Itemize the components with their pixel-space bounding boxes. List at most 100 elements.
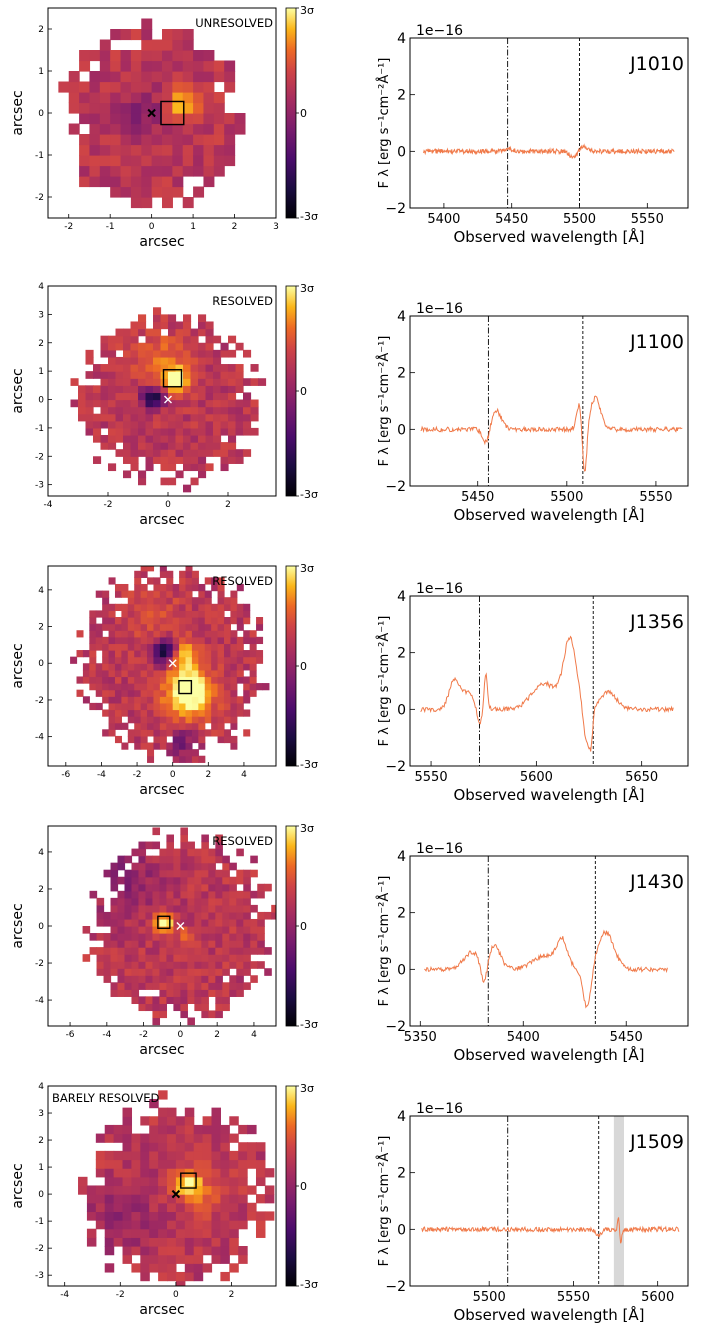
map-pixel [175, 342, 184, 351]
map-pixel [93, 371, 102, 379]
map-pixel [130, 342, 139, 351]
map-pixel [149, 1237, 159, 1247]
map-pixel [138, 848, 147, 857]
map-pixel [138, 413, 147, 422]
map-pixel [201, 989, 209, 997]
map-pixel [117, 982, 126, 990]
map-pixel [229, 1228, 239, 1238]
map-pixel [201, 848, 209, 857]
map-pixel [215, 876, 223, 885]
map-pixel [204, 623, 212, 631]
map-pixel [235, 406, 244, 415]
map-pixel [211, 617, 219, 625]
map-pixel [78, 413, 87, 422]
map-pixel [179, 709, 187, 717]
map-pixel [152, 883, 161, 892]
map-pixel [243, 650, 251, 658]
map-pixel [224, 144, 236, 156]
map-pixel [108, 683, 116, 691]
map-pixel [168, 477, 177, 486]
map-pixel [191, 749, 199, 757]
map-pixel [187, 918, 195, 927]
map-pixel [217, 722, 225, 730]
map-pixel [104, 1124, 115, 1135]
map-pixel [172, 630, 180, 638]
map-pixel [159, 735, 167, 744]
colorbar-gradient [285, 7, 297, 219]
map-pixel [175, 378, 184, 386]
map-pixel [190, 371, 199, 379]
map-pixel [149, 1098, 159, 1109]
map-pixel [82, 663, 90, 671]
map-pixel [151, 134, 163, 146]
map-pixel [147, 623, 155, 631]
map-pixel [220, 349, 229, 358]
map-pixel [193, 50, 205, 62]
y-tick-label: 2 [38, 339, 44, 349]
map-pixel [167, 1159, 177, 1169]
map-pixel [159, 947, 168, 955]
map-pixel [102, 676, 110, 684]
map-pixel [108, 630, 116, 638]
map-pixel [134, 702, 142, 711]
map-pixel [68, 92, 80, 104]
map-pixel [194, 961, 202, 969]
y-tick-label: 2 [397, 366, 406, 382]
map-pixel [203, 165, 215, 177]
map-pixel [158, 1150, 168, 1161]
map-pixel [191, 669, 199, 678]
map-pixel [194, 911, 202, 920]
map-pixel [236, 650, 244, 658]
map-pixel [123, 456, 132, 464]
map-pixel [108, 335, 117, 344]
map-pixel [166, 926, 174, 934]
map-pixel [217, 669, 225, 678]
map-pixel [175, 1211, 186, 1221]
map-pixel [100, 335, 109, 344]
map-pixel [117, 933, 126, 941]
map-pixel [78, 399, 87, 408]
map-pixel [110, 50, 122, 62]
map-pixel [167, 1263, 177, 1273]
map-pixel [153, 420, 162, 429]
map-pixel [123, 364, 132, 372]
x-tick-label: 5550 [631, 212, 664, 227]
map-pixel [145, 392, 154, 401]
map-pixel [191, 610, 199, 618]
map-pixel [208, 855, 216, 864]
map-pixel [152, 862, 161, 871]
map-pixel [173, 1003, 181, 1012]
map-pixel [159, 630, 167, 638]
map-pixel [134, 597, 142, 605]
map-pixel [180, 883, 188, 892]
map-pixel [85, 349, 94, 358]
map-pixel [236, 848, 244, 857]
map-pixel [114, 650, 122, 658]
map-pixel [201, 890, 209, 899]
map-pixel [238, 1142, 248, 1152]
map-pixel [140, 1176, 150, 1187]
y-tick-label: −2 [385, 479, 406, 495]
map-pixel [110, 904, 119, 913]
map-pixel [159, 656, 167, 664]
x-axis-label: arcsec [139, 234, 184, 250]
map-pixel [198, 656, 206, 664]
map-pixel [127, 716, 135, 724]
map-pixel [220, 1246, 230, 1256]
map-pixel [79, 81, 91, 93]
y-tick-label: −2 [385, 759, 406, 775]
map-pixel [250, 406, 259, 415]
map-pixel [223, 650, 231, 658]
map-pixel [201, 876, 209, 885]
map-pixel [140, 1185, 150, 1195]
map-pixel [138, 328, 147, 337]
map-pixel [180, 926, 188, 934]
map-pixel [236, 636, 244, 645]
map-pixel [110, 954, 119, 962]
map-pixel [130, 364, 139, 372]
map-pixel [168, 392, 177, 401]
map-pixel [149, 1246, 159, 1256]
map-pixel [152, 904, 161, 913]
map-pixel [160, 342, 169, 351]
map-pixel [204, 729, 212, 737]
